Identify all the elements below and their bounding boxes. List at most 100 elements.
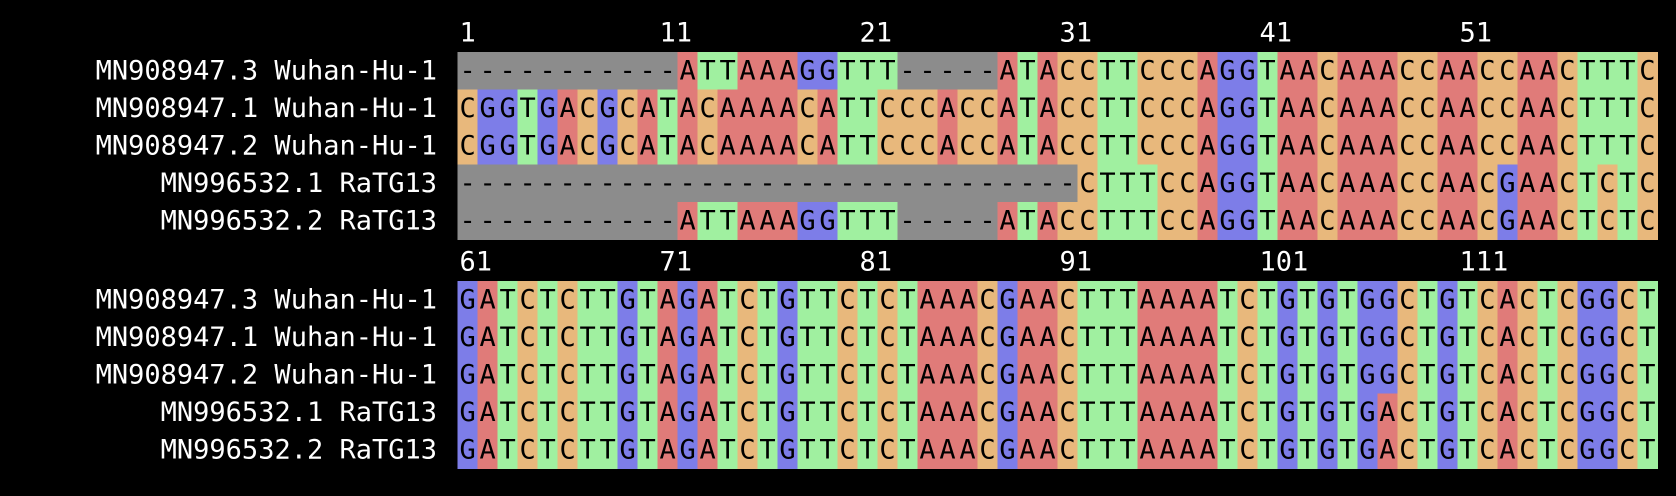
residue-cell bbox=[657, 393, 678, 432]
residue-cell bbox=[1037, 127, 1058, 165]
residue-cell bbox=[1537, 202, 1558, 240]
residue-cell bbox=[1497, 393, 1518, 432]
residue-cell bbox=[1557, 431, 1578, 469]
residue-cell bbox=[677, 52, 698, 90]
residue-cell bbox=[877, 393, 898, 432]
residue-cell bbox=[997, 89, 1018, 128]
residue-cell bbox=[1577, 52, 1598, 90]
residue-cell bbox=[777, 202, 798, 240]
residue-cell bbox=[957, 127, 978, 165]
residue-cell bbox=[1317, 318, 1338, 357]
residue-cell bbox=[1617, 202, 1638, 240]
residue-cell bbox=[597, 202, 618, 240]
residue-cell bbox=[1057, 164, 1078, 203]
residue-cell bbox=[717, 356, 738, 394]
residue-cell bbox=[1497, 164, 1518, 203]
residue-cell bbox=[997, 393, 1018, 432]
residue-cell bbox=[877, 164, 898, 203]
residue-cell bbox=[1377, 318, 1398, 357]
residue-cell bbox=[1357, 52, 1378, 90]
residue-cell bbox=[1397, 127, 1418, 165]
residue-cell bbox=[1297, 281, 1318, 319]
residue-cell bbox=[1577, 318, 1598, 357]
residue-cell bbox=[677, 356, 698, 394]
residue-cell bbox=[1177, 89, 1198, 128]
residue-cell bbox=[1517, 127, 1538, 165]
residue-cell bbox=[757, 164, 778, 203]
residue-cell bbox=[977, 127, 998, 165]
residue-cell bbox=[877, 127, 898, 165]
residue-cell bbox=[917, 431, 938, 469]
residue-cell bbox=[677, 164, 698, 203]
residue-cell bbox=[1077, 281, 1098, 319]
residue-cell bbox=[1557, 281, 1578, 319]
residue-cell bbox=[1157, 202, 1178, 240]
residue-cell bbox=[697, 164, 718, 203]
residue-cell bbox=[1057, 281, 1078, 319]
residue-cell bbox=[477, 202, 498, 240]
residue-cell bbox=[1057, 52, 1078, 90]
residue-cell bbox=[857, 127, 878, 165]
residue-cell bbox=[1117, 52, 1138, 90]
residue-cell bbox=[557, 318, 578, 357]
residue-cell bbox=[917, 393, 938, 432]
residue-cell bbox=[477, 52, 498, 90]
residue-cell bbox=[1577, 127, 1598, 165]
residue-cell bbox=[1417, 318, 1438, 357]
residue-cell bbox=[1377, 202, 1398, 240]
residue-cell bbox=[1077, 356, 1098, 394]
residue-cell bbox=[1037, 89, 1058, 128]
residue-cell bbox=[697, 393, 718, 432]
residue-cell bbox=[1117, 356, 1138, 394]
residue-cell bbox=[737, 318, 758, 357]
residue-cell bbox=[1357, 127, 1378, 165]
residue-cell bbox=[1277, 393, 1298, 432]
residue-cell bbox=[837, 281, 858, 319]
residue-cell bbox=[1357, 318, 1378, 357]
residue-cell bbox=[1117, 164, 1138, 203]
residue-cell bbox=[1517, 89, 1538, 128]
residue-cell bbox=[1117, 127, 1138, 165]
residue-cell bbox=[1217, 318, 1238, 357]
sequence-name: MN996532.2 RaTG13 bbox=[161, 205, 437, 236]
residue-cell bbox=[1577, 431, 1598, 469]
residue-cell bbox=[1457, 431, 1478, 469]
residue-cell bbox=[1137, 318, 1158, 357]
residue-cell bbox=[1517, 431, 1538, 469]
residue-cell bbox=[1597, 281, 1618, 319]
residue-cell bbox=[1517, 318, 1538, 357]
residue-cell bbox=[1357, 89, 1378, 128]
residue-cell bbox=[877, 431, 898, 469]
residue-cell bbox=[557, 52, 578, 90]
residue-cell bbox=[577, 127, 598, 165]
residue-cell bbox=[897, 52, 918, 90]
residue-cell bbox=[1297, 164, 1318, 203]
residue-cell bbox=[1477, 431, 1498, 469]
residue-cell bbox=[797, 356, 818, 394]
sequence-name: MN908947.1 Wuhan-Hu-1 bbox=[96, 322, 437, 353]
residue-cell bbox=[537, 164, 558, 203]
residue-cell bbox=[1017, 393, 1038, 432]
residue-cell bbox=[1257, 164, 1278, 203]
residue-cell bbox=[777, 281, 798, 319]
residue-cell bbox=[1257, 393, 1278, 432]
residue-cell bbox=[1637, 318, 1658, 357]
residue-cell bbox=[1097, 393, 1118, 432]
residue-cell bbox=[657, 164, 678, 203]
residue-cell bbox=[1197, 431, 1218, 469]
residue-cell bbox=[817, 431, 838, 469]
residue-cell bbox=[737, 202, 758, 240]
residue-cell bbox=[1037, 393, 1058, 432]
residue-cell bbox=[1217, 281, 1238, 319]
residue-cell bbox=[1137, 356, 1158, 394]
position-label: 91 bbox=[1060, 247, 1093, 278]
residue-cell bbox=[997, 52, 1018, 90]
residue-cell bbox=[757, 318, 778, 357]
residue-cell bbox=[1037, 356, 1058, 394]
residue-cell bbox=[777, 393, 798, 432]
residue-cell bbox=[837, 318, 858, 357]
residue-cell bbox=[1497, 356, 1518, 394]
residue-cell bbox=[677, 318, 698, 357]
sequence-name: MN908947.3 Wuhan-Hu-1 bbox=[96, 55, 437, 86]
residue-cell bbox=[457, 164, 478, 203]
